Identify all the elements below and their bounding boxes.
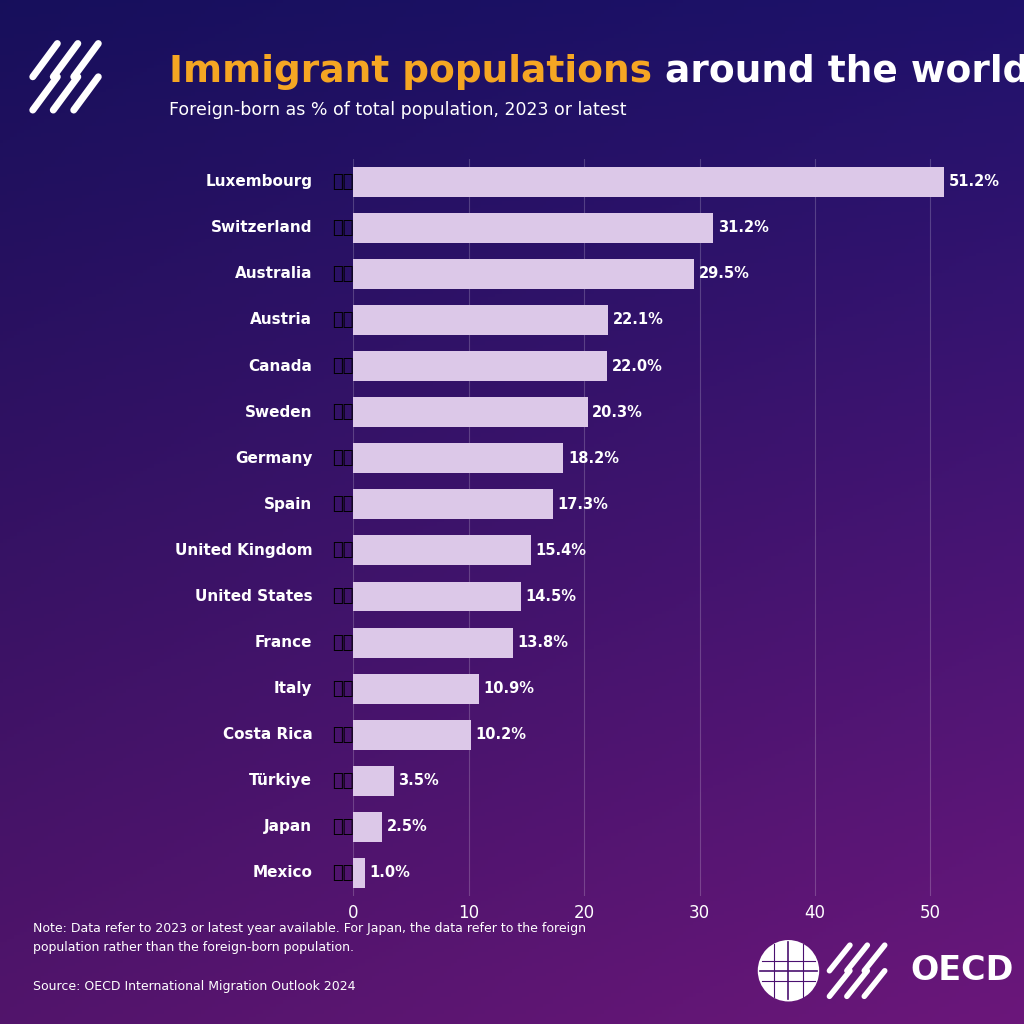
Bar	[353, 674, 479, 703]
Text: Mexico: Mexico	[253, 865, 312, 881]
Text: 51.2%: 51.2%	[949, 174, 999, 189]
Text: 🇬🇧: 🇬🇧	[333, 542, 353, 559]
Text: 2.5%: 2.5%	[387, 819, 427, 835]
Text: 🇦🇹: 🇦🇹	[333, 311, 353, 329]
Text: Foreign-born as % of total population, 2023 or latest: Foreign-born as % of total population, 2…	[169, 100, 627, 119]
Text: Note: Data refer to 2023 or latest year available. For Japan, the data refer to : Note: Data refer to 2023 or latest year …	[33, 922, 586, 953]
Text: Immigrant populations: Immigrant populations	[169, 53, 652, 90]
Bar	[353, 305, 608, 335]
Text: Spain: Spain	[264, 497, 312, 512]
Text: 🇨🇭: 🇨🇭	[333, 219, 353, 237]
Bar	[353, 443, 563, 473]
Text: Sweden: Sweden	[245, 404, 312, 420]
Text: France: France	[255, 635, 312, 650]
Text: 🇮🇹: 🇮🇹	[333, 680, 353, 697]
Bar	[353, 397, 588, 427]
Bar	[353, 536, 531, 565]
Text: Italy: Italy	[273, 681, 312, 696]
Text: Costa Rica: Costa Rica	[222, 727, 312, 742]
Text: Germany: Germany	[234, 451, 312, 466]
Text: Australia: Australia	[234, 266, 312, 282]
Text: Source: OECD International Migration Outlook 2024: Source: OECD International Migration Out…	[33, 980, 355, 993]
Text: 22.1%: 22.1%	[613, 312, 664, 328]
Bar	[353, 766, 393, 796]
Text: 18.2%: 18.2%	[568, 451, 618, 466]
Text: 🇦🇺: 🇦🇺	[333, 265, 353, 283]
Text: Japan: Japan	[264, 819, 312, 835]
Text: around the world: around the world	[652, 53, 1024, 90]
Text: 🇨🇦: 🇨🇦	[333, 357, 353, 375]
Text: 14.5%: 14.5%	[525, 589, 577, 604]
Bar	[353, 167, 944, 197]
Text: 🇱🇺: 🇱🇺	[333, 173, 353, 190]
Text: 10.9%: 10.9%	[483, 681, 535, 696]
Text: 🇨🇷: 🇨🇷	[333, 726, 353, 743]
Bar	[353, 628, 513, 657]
Bar	[353, 351, 607, 381]
Text: Austria: Austria	[250, 312, 312, 328]
Text: 13.8%: 13.8%	[517, 635, 568, 650]
Text: 17.3%: 17.3%	[558, 497, 608, 512]
Text: 22.0%: 22.0%	[612, 358, 663, 374]
Text: 3.5%: 3.5%	[398, 773, 439, 788]
Text: 🇩🇪: 🇩🇪	[333, 450, 353, 467]
Text: Switzerland: Switzerland	[211, 220, 312, 236]
Bar	[353, 812, 382, 842]
Text: OECD: OECD	[910, 954, 1014, 987]
Text: United Kingdom: United Kingdom	[175, 543, 312, 558]
Text: 🇫🇷: 🇫🇷	[333, 634, 353, 651]
Circle shape	[758, 940, 819, 1001]
Text: 🇺🇸: 🇺🇸	[333, 588, 353, 605]
Bar	[353, 489, 553, 519]
Text: 🇸🇪: 🇸🇪	[333, 403, 353, 421]
Bar	[353, 582, 520, 611]
Text: Canada: Canada	[249, 358, 312, 374]
Bar	[353, 720, 471, 750]
Text: 1.0%: 1.0%	[370, 865, 411, 881]
Text: United States: United States	[195, 589, 312, 604]
Text: 🇹🇷: 🇹🇷	[333, 772, 353, 790]
Text: 🇲🇽: 🇲🇽	[333, 864, 353, 882]
Text: Luxembourg: Luxembourg	[206, 174, 312, 189]
Bar	[353, 259, 694, 289]
Bar	[353, 858, 365, 888]
Text: 🇪🇸: 🇪🇸	[333, 496, 353, 513]
Text: 29.5%: 29.5%	[698, 266, 750, 282]
Text: 🇯🇵: 🇯🇵	[333, 818, 353, 836]
Text: Türkiye: Türkiye	[249, 773, 312, 788]
Text: 31.2%: 31.2%	[718, 220, 769, 236]
Text: 20.3%: 20.3%	[592, 404, 643, 420]
Text: 15.4%: 15.4%	[536, 543, 587, 558]
Bar	[353, 213, 714, 243]
Text: 10.2%: 10.2%	[475, 727, 526, 742]
